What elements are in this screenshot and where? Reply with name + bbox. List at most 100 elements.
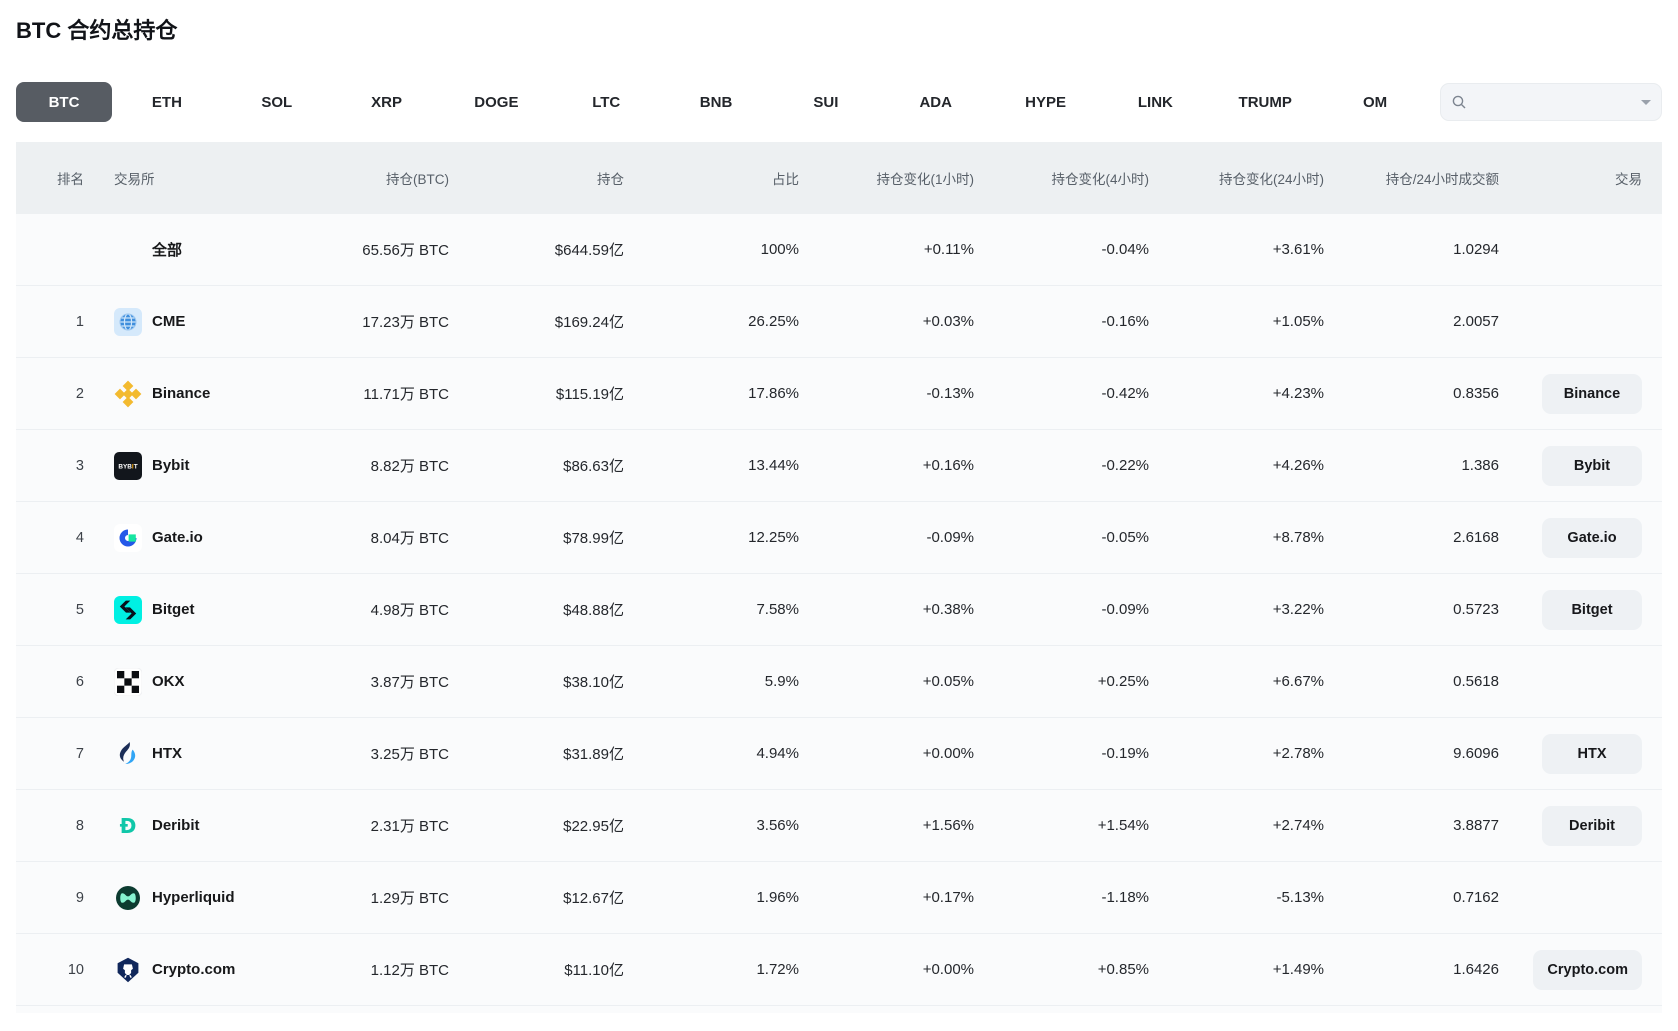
trade-button-htx[interactable]: HTX: [1542, 733, 1642, 774]
oi-volume-ratio-cell: 0.7162: [1453, 889, 1499, 906]
coin-search-select[interactable]: [1440, 83, 1662, 121]
chg-1h-cell: -0.09%: [926, 529, 974, 546]
table-row[interactable]: 10 Crypto.com 1.12万 BTC $11.10亿 1.72% +0…: [16, 934, 1662, 1006]
chg-1h-cell: -0.13%: [926, 385, 974, 402]
exchange-name: HTX: [152, 745, 182, 762]
table-row[interactable]: 4 Gate.io 8.04万 BTC $78.99亿 12.25% -0.09…: [16, 502, 1662, 574]
oi-volume-ratio-cell: 9.6096: [1453, 745, 1499, 762]
oi-volume-ratio-cell: 0.8356: [1453, 385, 1499, 402]
share-cell: 12.25%: [748, 529, 799, 546]
chg-4h-cell: -0.42%: [1101, 385, 1149, 402]
oi-volume-ratio-cell: 2.6168: [1453, 529, 1499, 546]
table-row[interactable]: 7 HTX 3.25万 BTC $31.89亿 4.94% +0.00% -0.…: [16, 718, 1662, 790]
coin-tab-trump[interactable]: TRUMP: [1210, 82, 1320, 122]
rank-cell: 1: [75, 313, 84, 330]
exchange-name: Gate.io: [152, 529, 203, 546]
trade-cell: Deribit: [1499, 805, 1662, 846]
column-header: 持仓变化(1小时): [876, 172, 975, 187]
chg-1h-cell: +0.05%: [922, 673, 974, 690]
column-header: 排名: [57, 172, 84, 187]
htx-logo-icon: [114, 740, 142, 768]
column-header: 持仓变化(24小时): [1218, 172, 1324, 187]
table-row[interactable]: 全部 65.56万 BTC $644.59亿 100% +0.11% -0.04…: [16, 214, 1662, 286]
coin-tab-link[interactable]: LINK: [1100, 82, 1210, 122]
column-header: 持仓变化(4小时): [1051, 172, 1150, 187]
column-header: 持仓: [597, 172, 624, 187]
trade-cell: Binance: [1499, 373, 1662, 414]
chevron-down-icon: [1641, 99, 1651, 105]
chg-24h-cell: +2.74%: [1272, 817, 1324, 834]
trade-button-bitget[interactable]: Bitget: [1542, 589, 1642, 630]
trade-button-binance[interactable]: Binance: [1542, 373, 1642, 414]
table-row[interactable]: 3 BYBIT Bybit 8.82万 BTC $86.63亿 13.44% +…: [16, 430, 1662, 502]
bybit-logo-icon: BYBIT: [114, 451, 142, 480]
chg-24h-cell: +4.26%: [1272, 457, 1324, 474]
trade-button-gate-io[interactable]: Gate.io: [1542, 517, 1642, 558]
oi-volume-ratio-cell: 0.5618: [1453, 673, 1499, 690]
coin-tabs: BTC ETH SOL XRP DOGE LTC BNB SUI ADA HYPE LINK TRUM…: [16, 82, 1430, 122]
coin-tab-eth[interactable]: ETH: [112, 82, 222, 122]
coin-tab-hype[interactable]: HYPE: [991, 82, 1101, 122]
exchange-cell: 全部: [84, 239, 274, 260]
trade-cell: Crypto.com: [1499, 949, 1662, 990]
coin-tab-xrp[interactable]: XRP: [332, 82, 442, 122]
column-header: 交易所: [114, 172, 155, 187]
share-cell: 1.96%: [756, 889, 799, 906]
share-cell: 1.72%: [756, 961, 799, 978]
column-header: 占比: [772, 172, 799, 187]
oi-btc-cell: 65.56万 BTC: [362, 242, 449, 259]
share-cell: 26.25%: [748, 313, 799, 330]
chg-4h-cell: -0.04%: [1101, 241, 1149, 258]
coin-tab-ada[interactable]: ADA: [881, 82, 991, 122]
exchange-cell: Gate.io: [84, 523, 274, 552]
trade-cell: Bybit: [1499, 445, 1662, 486]
oi-volume-ratio-cell: 1.0294: [1453, 241, 1499, 258]
oi-usd-cell: $78.99亿: [563, 530, 624, 547]
deribit-logo-icon: Đ: [114, 812, 142, 840]
chg-24h-cell: -5.13%: [1276, 889, 1324, 906]
exchange-cell: Bitget: [84, 595, 274, 624]
chg-24h-cell: +4.23%: [1272, 385, 1324, 402]
exchange-cell: BYBIT Bybit: [84, 451, 274, 480]
oi-usd-cell: $22.95亿: [563, 818, 624, 835]
exchange-name: OKX: [152, 673, 185, 690]
oi-usd-cell: $11.10亿: [564, 962, 624, 979]
trade-button-bybit[interactable]: Bybit: [1542, 445, 1642, 486]
table-header-row: 排名 交易所 持仓(BTC) 持仓 占比 持仓变化(1小时) 持仓变化(4小时) 持仓变化(2…: [16, 142, 1662, 214]
column-header: 持仓(BTC): [386, 172, 449, 187]
coin-tab-ltc[interactable]: LTC: [551, 82, 661, 122]
exchange-name: Deribit: [152, 817, 200, 834]
chg-1h-cell: +0.17%: [922, 889, 974, 906]
coin-tab-btc[interactable]: BTC: [16, 82, 112, 122]
chg-4h-cell: -0.16%: [1101, 313, 1149, 330]
table-row[interactable]: 9 Hyperliquid 1.29万 BTC $12.67亿 1.96% +0…: [16, 862, 1662, 934]
oi-btc-cell: 3.25万 BTC: [370, 746, 449, 763]
chg-24h-cell: +8.78%: [1272, 529, 1324, 546]
trade-button-crypto-com[interactable]: Crypto.com: [1533, 949, 1642, 990]
search-input[interactable]: [1474, 93, 1634, 111]
coin-tab-om[interactable]: OM: [1320, 82, 1430, 122]
coin-tab-doge[interactable]: DOGE: [441, 82, 551, 122]
trade-cell: HTX: [1499, 733, 1662, 774]
open-interest-table: 排名 交易所 持仓(BTC) 持仓 占比 持仓变化(1小时) 持仓变化(4小时) 持仓变化(2…: [16, 142, 1662, 1013]
chg-1h-cell: +0.00%: [922, 961, 974, 978]
rank-cell: 7: [75, 745, 84, 762]
rank-cell: 8: [75, 817, 84, 834]
table-row[interactable]: 2 Binance 11.71万 BTC $115.19亿 17.86% -0.…: [16, 358, 1662, 430]
exchange-cell: CME: [84, 307, 274, 336]
rank-cell: 2: [75, 385, 84, 402]
oi-usd-cell: $48.88亿: [563, 602, 624, 619]
coin-tab-sol[interactable]: SOL: [222, 82, 332, 122]
table-row[interactable]: 1 CME 17.23万 BTC $169.24亿 26.25% +0.03% …: [16, 286, 1662, 358]
trade-cell: Gate.io: [1499, 517, 1662, 558]
exchange-name: Bitget: [152, 601, 195, 618]
chg-4h-cell: -0.05%: [1101, 529, 1149, 546]
table-row[interactable]: 5 Bitget 4.98万 BTC $48.88亿 7.58% +0.38% …: [16, 574, 1662, 646]
table-row[interactable]: 6 OKX 3.87万 BTC $38.10亿 5.9% +0.05% +0.2…: [16, 646, 1662, 718]
oi-btc-cell: 17.23万 BTC: [362, 314, 449, 331]
coin-tab-sui[interactable]: SUI: [771, 82, 881, 122]
trade-button-deribit[interactable]: Deribit: [1542, 805, 1642, 846]
hyperliquid-logo-icon: [114, 884, 142, 912]
table-row[interactable]: 8 Đ Deribit 2.31万 BTC $22.95亿 3.56% +1.5…: [16, 790, 1662, 862]
coin-tab-bnb[interactable]: BNB: [661, 82, 771, 122]
